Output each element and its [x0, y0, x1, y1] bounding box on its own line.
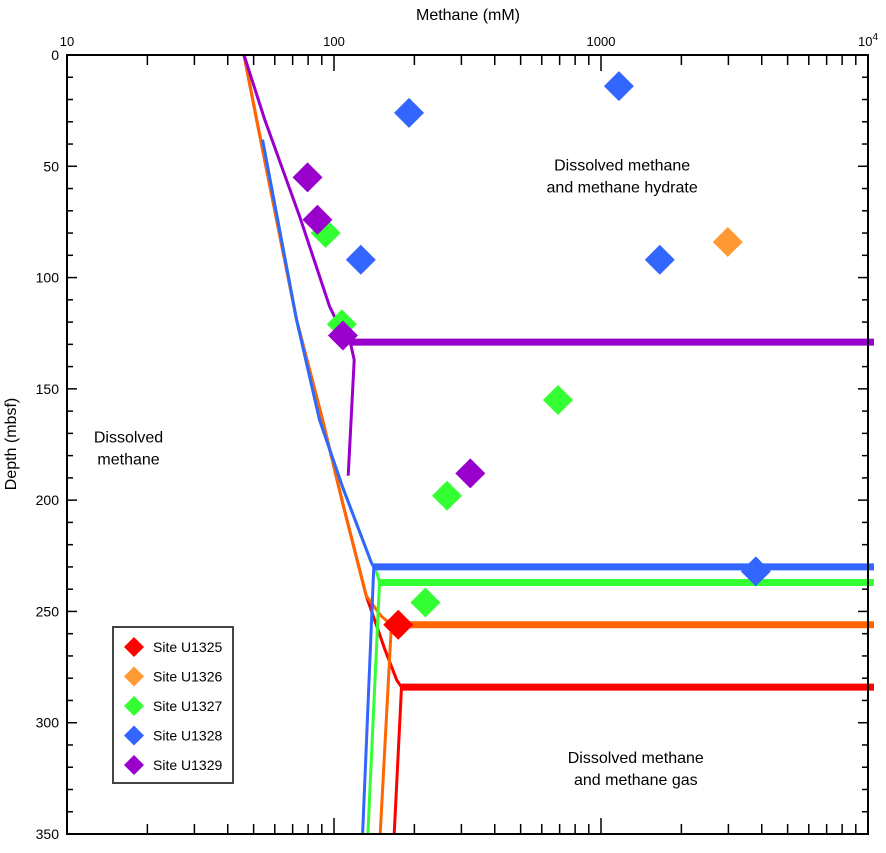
data-point-site-u1329 [302, 204, 333, 235]
legend-label: Site U1326 [153, 669, 222, 685]
data-point-site-u1327 [542, 384, 573, 415]
x-tick-label: 100 [323, 34, 345, 49]
x-axis-label: Methane (mM) [416, 7, 520, 24]
region-annotation: methane [97, 451, 159, 468]
series-line-site-u1329 [346, 341, 356, 476]
data-point-site-u1328 [345, 244, 376, 275]
series-line-site-u1326 [378, 624, 393, 835]
data-point-site-u1328 [740, 556, 771, 587]
y-axis-label: Depth (mbsf) [3, 398, 20, 490]
region-annotation: and methane hydrate [547, 180, 698, 197]
data-point-site-u1329 [327, 320, 358, 351]
y-tick-label: 350 [36, 826, 60, 842]
x-tick-label: 104 [858, 32, 878, 49]
data-point-site-u1325 [383, 609, 414, 640]
data-point-site-u1327 [432, 480, 463, 511]
legend-label: Site U1329 [153, 757, 222, 773]
data-point-site-u1327 [410, 587, 441, 618]
y-tick-label: 300 [36, 715, 60, 731]
legend-label: Site U1327 [153, 698, 222, 714]
data-point-site-u1328 [644, 244, 675, 275]
legend-marker [124, 755, 144, 775]
y-tick-label: 50 [43, 158, 59, 174]
legend-label: Site U1325 [153, 639, 222, 655]
data-point-site-u1329 [455, 458, 486, 489]
plot-frame [66, 54, 869, 835]
legend-label: Site U1328 [153, 728, 222, 744]
series-line-site-u1327 [366, 582, 381, 835]
data-point-site-u1328 [603, 71, 634, 102]
y-tick-label: 0 [51, 47, 59, 63]
data-point-site-u1328 [394, 97, 425, 128]
x-tick-label: 1000 [587, 34, 616, 49]
legend-marker [124, 696, 144, 716]
y-tick-label: 150 [36, 381, 60, 397]
data-point-site-u1326 [712, 226, 743, 257]
series-line-site-u1329 [242, 54, 868, 344]
legend-marker [124, 725, 144, 746]
region-annotation: Dissolved methane [554, 158, 690, 175]
y-tick-label: 200 [36, 492, 60, 508]
region-annotation: Dissolved methane [568, 750, 704, 767]
series-line-site-u1328 [361, 566, 376, 835]
region-annotation: and methane gas [574, 772, 698, 789]
x-tick-label: 10 [60, 34, 74, 49]
legend-marker [124, 637, 144, 657]
region-annotation: Dissolved [94, 429, 163, 446]
y-tick-label: 100 [36, 270, 60, 286]
data-point-site-u1329 [292, 162, 323, 193]
legend: Site U1325 Site U1326 Site U1327 Site U1328… [112, 626, 234, 784]
series-line-site-u1325 [392, 687, 403, 835]
series-line-site-u1325 [242, 54, 868, 689]
y-tick-label: 250 [36, 603, 60, 619]
legend-marker [124, 666, 144, 687]
